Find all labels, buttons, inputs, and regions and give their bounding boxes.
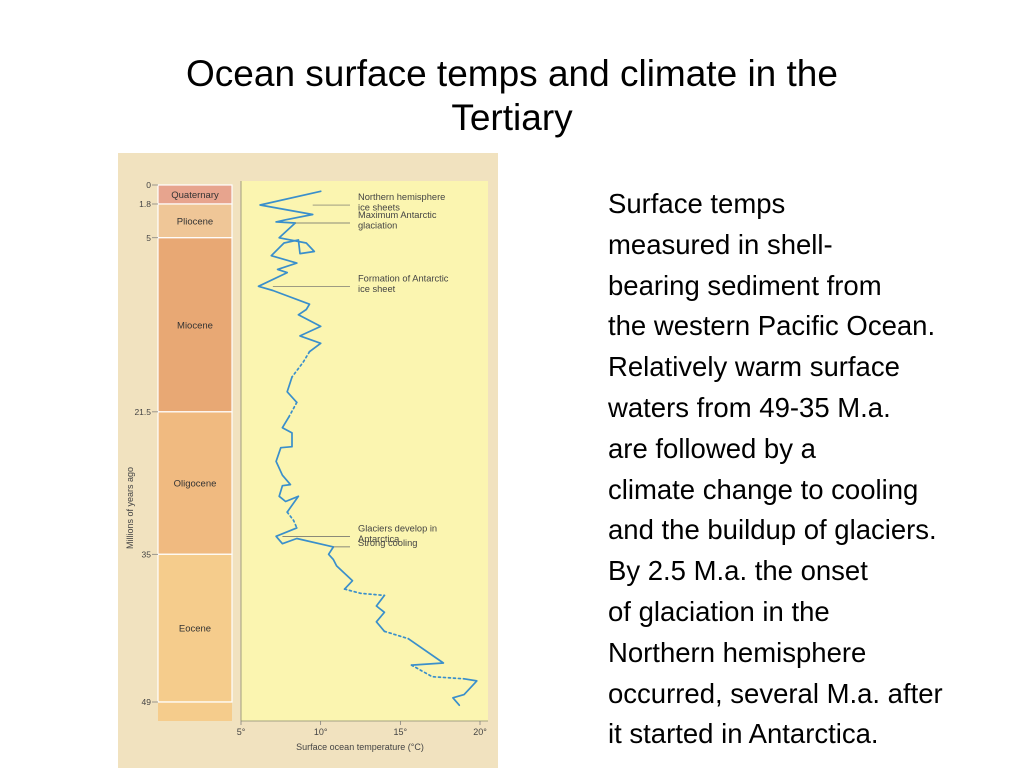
x-tick-label: 20°: [473, 727, 487, 737]
series-line-dashed: [286, 511, 298, 529]
series-line-dashed: [343, 588, 386, 597]
annotation-label: glaciation: [358, 220, 397, 230]
series-line-dashed: [383, 630, 410, 640]
annotation-label: ice sheet: [358, 284, 396, 294]
axis-ticks: 0 1.8 5 21.5 35 49 5° 10° 15° 20°: [134, 180, 487, 737]
annotation-label: ice sheets: [358, 203, 400, 213]
period-label: Pliocene: [177, 216, 213, 227]
series-line: [275, 416, 300, 513]
period-band: [157, 203, 233, 239]
annotation-label: Glaciers develop in: [358, 523, 437, 533]
period-band-base: [158, 702, 232, 721]
period-column: Quaternary Pliocene Miocene Oligocene Eocene: [157, 184, 233, 721]
temperature-series: [257, 190, 478, 707]
chart-figure: Quaternary Pliocene Miocene Oligocene Eocene…: [118, 153, 498, 768]
y-tick-label: 0: [146, 180, 151, 190]
series-line: [275, 527, 354, 590]
body-text-line: measured in shell-: [608, 228, 833, 260]
annotation-label: Maximum Antarctic: [358, 210, 437, 220]
series-line: [286, 376, 298, 404]
period-band: [157, 237, 233, 413]
x-axis-label: Surface ocean temperature (°C): [296, 742, 424, 752]
slide-body-text: Surface temps measured in shell-bearing s…: [608, 184, 1024, 755]
series-line-dashed: [287, 401, 298, 418]
body-text-line: climate change to cooling: [608, 473, 919, 505]
body-text-line: Surface temps: [608, 188, 786, 219]
series-line: [452, 677, 478, 707]
body-text-line: Northern hemisphere: [608, 636, 867, 668]
series-line: [407, 637, 445, 666]
series-line-dashed: [291, 350, 311, 378]
y-tick-label: 5: [146, 233, 151, 243]
y-axis-label: Millions of years ago: [125, 467, 135, 549]
y-tick-label: 1.8: [139, 199, 151, 209]
period-band: [157, 411, 233, 555]
body-text-line: are followed by a: [608, 432, 816, 464]
body-text-line: the western Pacific Ocean.: [608, 310, 936, 342]
annotation-label: Antarctica: [358, 534, 400, 544]
body-text-line: occurred, several M.a. after: [608, 677, 943, 709]
x-tick-label: 15°: [394, 727, 408, 737]
period-label: Miocene: [177, 320, 213, 331]
temperature-chart: Quaternary Pliocene Miocene Oligocene Eocene…: [125, 180, 488, 752]
x-tick-label: 10°: [314, 727, 328, 737]
slide-title-line-1: Ocean surface temps and climate in the: [186, 53, 838, 94]
period-label: Eocene: [179, 624, 211, 635]
annotation-label: Northern hemisphere: [358, 192, 445, 202]
y-tick-label: 35: [142, 549, 152, 559]
body-text-line: waters from 49-35 M.a.: [608, 391, 891, 423]
series-line-dashed: [410, 664, 465, 680]
series-line: [257, 190, 322, 353]
body-text-line: and the buildup of glaciers.: [608, 514, 937, 546]
annotation-label: Formation of Antarctic: [358, 273, 449, 283]
y-tick-label: 49: [142, 697, 152, 707]
slide-title-line-2: Tertiary: [451, 97, 573, 138]
period-label: Oligocene: [174, 479, 217, 490]
y-tick-label: 21.5: [134, 407, 151, 417]
body-text-line: it started in Antarctica.: [608, 718, 879, 750]
body-text-line: bearing sediment from: [608, 269, 882, 301]
body-text-line: of glaciation in the: [608, 595, 830, 627]
x-tick-label: 5°: [237, 727, 246, 737]
plot-area: [240, 181, 488, 722]
body-text-line: By 2.5 M.a. the onset: [608, 555, 868, 587]
annotation-label: Strong cooling: [358, 538, 417, 548]
period-label: Quaternary: [171, 190, 219, 201]
plot-background: [241, 181, 488, 721]
series-line: [375, 594, 386, 633]
body-text-line: Relatively warm surface: [608, 351, 900, 383]
slide-title: Ocean surface temps and climate in the T…: [100, 52, 924, 140]
